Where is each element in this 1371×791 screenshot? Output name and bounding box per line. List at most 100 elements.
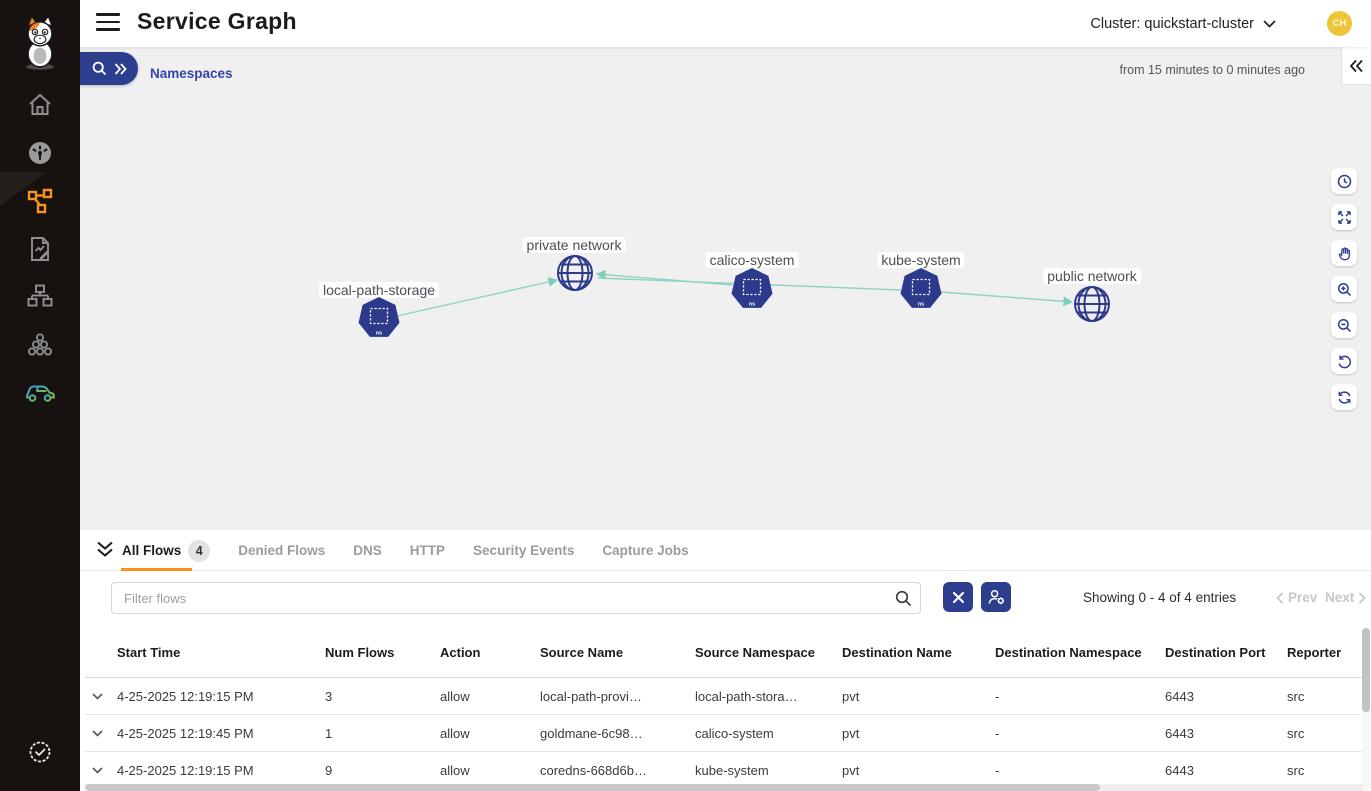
tab-all-flows[interactable]: All Flows 4 (122, 539, 211, 562)
chevron-down-icon (1263, 19, 1276, 28)
edge-calico-system-to-private-network[interactable] (595, 269, 733, 286)
row-expander[interactable] (85, 692, 110, 700)
svg-text:ns: ns (376, 331, 382, 337)
node-label[interactable]: local-path-storage (318, 282, 440, 298)
zoom-out-icon (1337, 318, 1351, 332)
vertical-scrollbar[interactable] (1362, 628, 1370, 791)
cluster-selector[interactable]: Cluster: quickstart-cluster (1090, 0, 1276, 47)
double-chevron-down-icon (97, 541, 113, 557)
table-row[interactable]: 4-25-2025 12:19:15 PM 3 allow local-path… (85, 678, 1366, 715)
search-icon[interactable] (895, 590, 912, 607)
sidebar-item-clusters[interactable] (0, 321, 80, 369)
service-graph-canvas[interactable]: local-path-storage private network calic… (80, 47, 1371, 530)
sidebar-item-image-assurance[interactable] (0, 368, 80, 416)
namespace-node-icon[interactable]: ns (898, 266, 944, 312)
hamburger-menu-icon[interactable] (96, 13, 120, 33)
cell-action: allow (440, 688, 470, 704)
column-header[interactable]: Destination Name (842, 644, 952, 660)
node-label[interactable]: private network (522, 237, 626, 253)
flow-settings-button[interactable] (981, 582, 1011, 612)
node-label[interactable]: public network (1043, 268, 1141, 284)
cell-destination-port: 6443 (1165, 762, 1194, 778)
row-expander[interactable] (85, 766, 110, 774)
column-header[interactable]: Destination Port (1165, 644, 1266, 660)
fit-screen-button[interactable] (1331, 204, 1357, 230)
sidebar-item-reports[interactable] (0, 225, 80, 273)
sidebar-item-networks[interactable] (0, 273, 80, 321)
horizontal-scrollbar[interactable] (85, 784, 1369, 791)
cell-action: allow (440, 725, 470, 741)
tab-security-events[interactable]: Security Events (473, 543, 575, 558)
tab-denied-flows[interactable]: Denied Flows (238, 543, 326, 558)
column-header[interactable]: Reporter (1287, 644, 1342, 660)
pan-hand-icon (1338, 246, 1350, 260)
column-header[interactable]: Destination Namespace (995, 644, 1142, 660)
verified-badge-icon (29, 741, 51, 763)
network-globe-icon[interactable] (1072, 284, 1112, 324)
clear-filter-button[interactable] (943, 582, 973, 612)
vertical-scrollbar-thumb[interactable] (1362, 628, 1370, 712)
refresh-button[interactable] (1331, 384, 1357, 410)
sidebar-item-compliance[interactable] (0, 728, 80, 776)
chevron-down-icon (92, 729, 103, 737)
avatar[interactable]: CH (1327, 11, 1352, 36)
chevron-down-icon (92, 766, 103, 774)
calico-cat-logo-icon (26, 15, 54, 70)
svg-text:ns: ns (749, 302, 755, 308)
clock-icon (1337, 174, 1351, 188)
edge-kube-system-to-public-network[interactable] (940, 291, 1074, 307)
horizontal-scrollbar-thumb[interactable] (85, 784, 1100, 791)
time-settings-button[interactable] (1331, 168, 1357, 194)
namespace-node-icon[interactable]: ns (729, 266, 775, 312)
calico-logo[interactable] (0, 14, 80, 72)
column-header[interactable]: Start Time (117, 644, 181, 660)
next-page-button[interactable]: Next (1325, 590, 1367, 605)
node-label[interactable]: calico-system (705, 252, 799, 268)
tab-http[interactable]: HTTP (409, 543, 446, 558)
graph-search-button[interactable] (80, 52, 138, 85)
node-label[interactable]: kube-system (877, 252, 965, 268)
prev-page-button[interactable]: Prev (1276, 590, 1317, 605)
chevron-down-icon (92, 692, 103, 700)
sidebar-item-home[interactable] (0, 81, 80, 129)
pan-tool-button[interactable] (1331, 240, 1357, 266)
time-range-label: from 15 minutes to 0 minutes ago (1119, 63, 1305, 77)
page-title: Service Graph (137, 8, 297, 34)
reset-view-button[interactable] (1331, 348, 1357, 374)
sidebar-item-dashboard[interactable] (0, 129, 80, 177)
column-header[interactable]: Action (440, 644, 481, 660)
zoom-out-button[interactable] (1331, 312, 1357, 338)
cell-start-time: 4-25-2025 12:19:15 PM (117, 762, 254, 778)
network-globe-icon[interactable] (555, 253, 595, 293)
refresh-icon (1338, 390, 1350, 404)
cell-source-name: local-path-provi… (540, 688, 642, 704)
clusters-icon (28, 333, 52, 356)
network-tree-icon (27, 284, 53, 307)
right-panel-expand-button[interactable] (1341, 47, 1371, 85)
column-header[interactable]: Source Namespace (695, 644, 815, 660)
column-header[interactable]: Source Name (540, 644, 624, 660)
cell-start-time: 4-25-2025 12:19:15 PM (117, 688, 254, 704)
graph-edges (396, 269, 1074, 317)
table-row[interactable]: 4-25-2025 12:19:45 PM 1 allow goldmane-6… (85, 715, 1366, 752)
cell-reporter: src (1287, 762, 1305, 778)
active-tab-underline (121, 568, 192, 571)
column-header[interactable]: Num Flows (325, 644, 395, 660)
user-gear-icon (988, 589, 1004, 605)
zoom-in-button[interactable] (1331, 276, 1357, 302)
cell-num-flows: 1 (325, 725, 333, 741)
breadcrumb[interactable]: Namespaces (150, 66, 233, 81)
sidebar-item-service-graph[interactable] (0, 177, 80, 225)
svg-text:ns: ns (918, 302, 924, 308)
row-expander[interactable] (85, 729, 110, 737)
cell-source-namespace: kube-system (695, 762, 769, 778)
report-edit-icon (31, 237, 50, 261)
tab-dns[interactable]: DNS (353, 543, 382, 558)
tab-capture-jobs[interactable]: Capture Jobs (602, 543, 689, 558)
collapse-panel-button[interactable] (96, 541, 118, 561)
edge-local-path-storage-to-private-network[interactable] (396, 277, 559, 317)
flows-tabs-bar: All Flows 4 Denied Flows DNS HTTP Securi… (80, 530, 1371, 571)
fit-screen-icon (1337, 210, 1351, 224)
namespace-node-icon[interactable]: ns (356, 295, 402, 341)
filter-flows-input[interactable] (111, 582, 921, 614)
